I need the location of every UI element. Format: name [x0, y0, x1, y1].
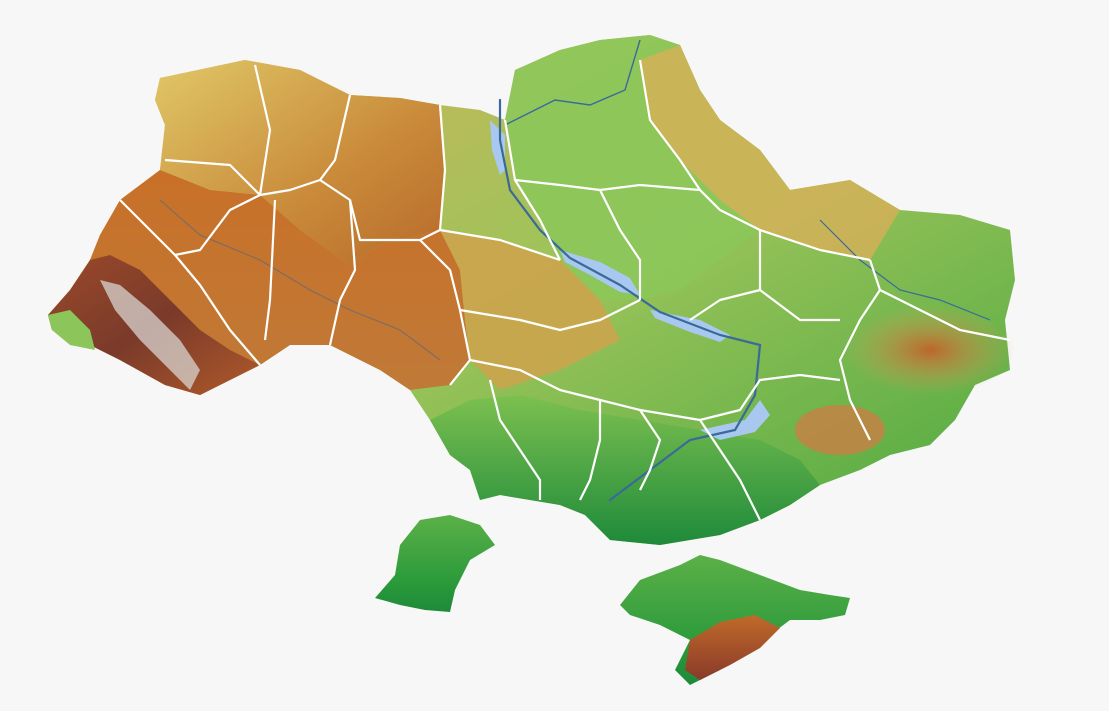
dniester-river [159, 199, 441, 361]
kinburn-spit [375, 515, 495, 612]
azov-upland [795, 405, 885, 455]
oblast-borders [119, 59, 1011, 521]
kamianske-reservoir [650, 310, 730, 342]
kakhovka-reservoir [700, 400, 770, 440]
donets-ridge [845, 305, 1015, 395]
desna-river [504, 39, 641, 126]
dnipro-upland [440, 230, 620, 390]
transcarpathia-lowland [48, 310, 95, 350]
kyiv-reservoir [490, 120, 505, 175]
left-bank-plains [505, 35, 790, 300]
central-russian-upland [640, 45, 900, 260]
dnipro-river [498, 98, 762, 502]
carpathian-peaks [100, 280, 200, 390]
polissia-uplands [155, 60, 445, 265]
crimean-mountains [685, 615, 780, 680]
black-sea-lowland [430, 395, 820, 545]
donets-river [819, 219, 991, 321]
